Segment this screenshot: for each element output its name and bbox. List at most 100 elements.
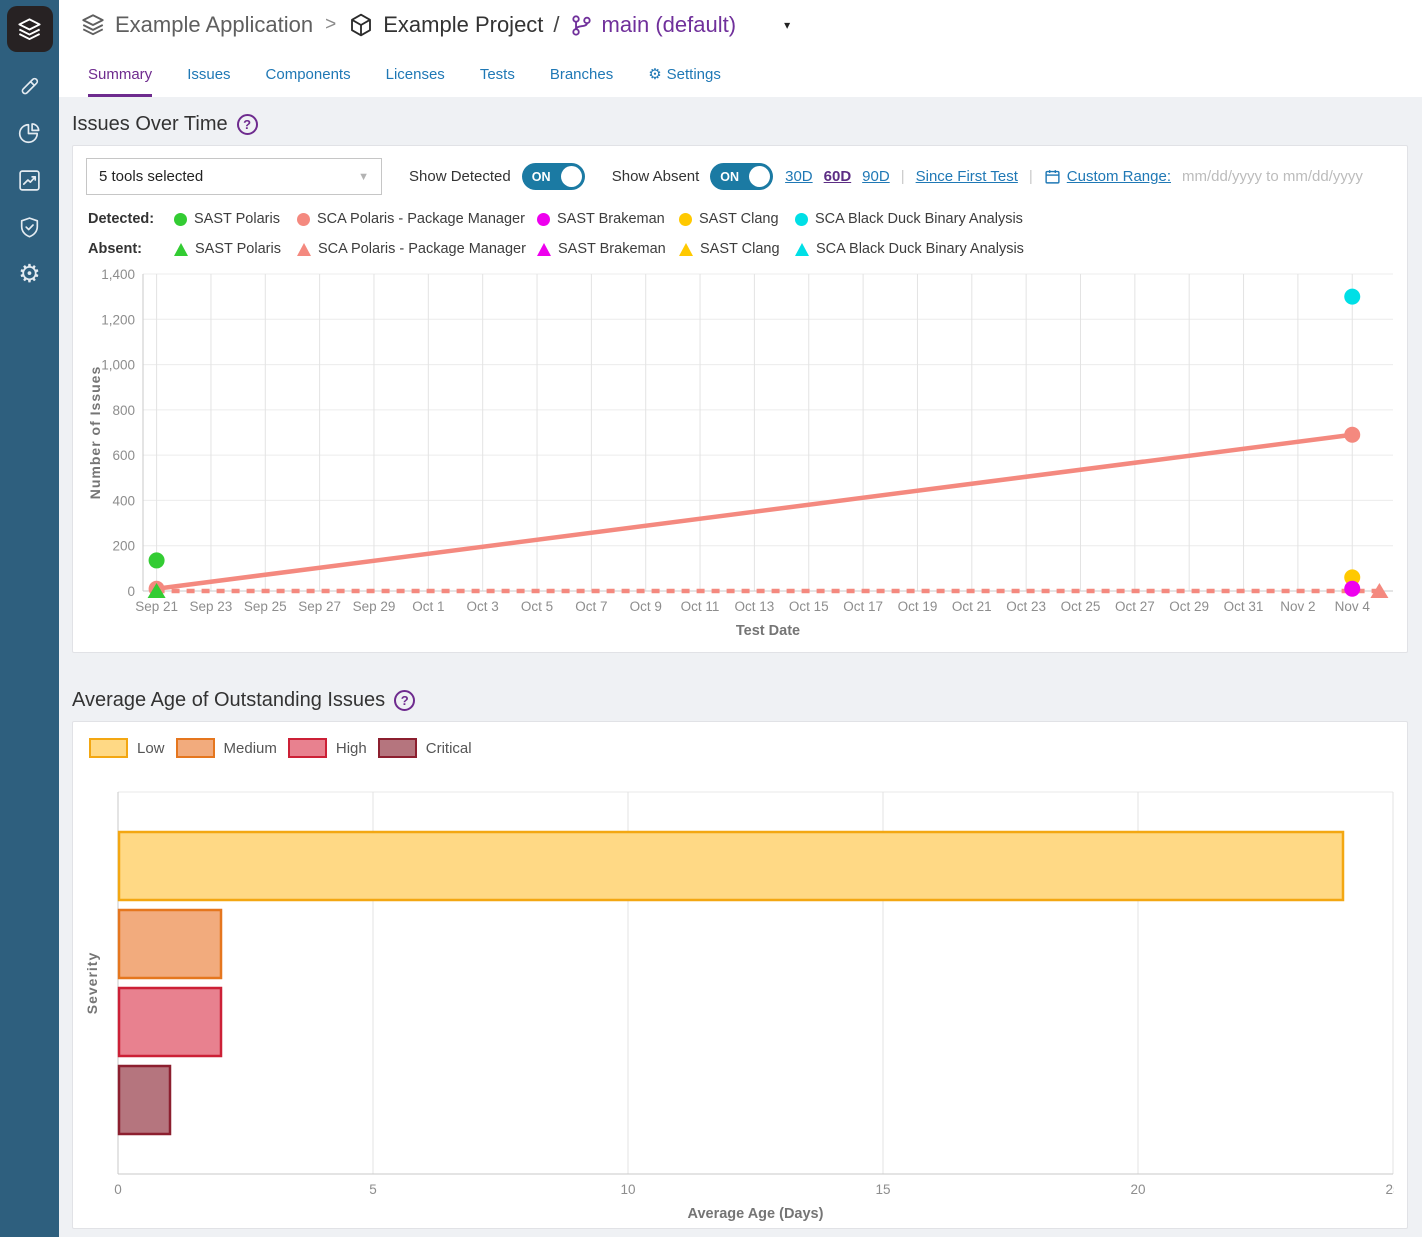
tab-licenses[interactable]: Licenses xyxy=(386,66,445,97)
breadcrumb-project[interactable]: Example Project xyxy=(348,12,543,38)
legend-item-absent-sca-polaris[interactable]: SCA Polaris - Package Manager xyxy=(297,241,537,257)
legend-item-detected-sast-clang[interactable]: SAST Clang xyxy=(679,211,795,227)
show-detected-label: Show Detected xyxy=(409,168,511,185)
legend-item-absent-sast-polaris[interactable]: SAST Polaris xyxy=(174,241,297,257)
swatch-icon xyxy=(288,738,327,758)
show-detected-toggle[interactable]: ON xyxy=(522,163,585,190)
breadcrumb-branch[interactable]: main (default) xyxy=(570,12,737,38)
y-tick-label: 600 xyxy=(112,448,135,463)
x-tick-label: 25 xyxy=(1385,1182,1394,1197)
x-tick-label: Sep 27 xyxy=(298,599,341,614)
since-first-test-link[interactable]: Since First Test xyxy=(916,168,1018,185)
legend-item-absent-sca-bdba[interactable]: SCA Black Duck Binary Analysis xyxy=(795,241,1394,257)
tab-settings[interactable]: ⚙Settings xyxy=(648,66,721,97)
legend-item-detected-sca-polaris[interactable]: SCA Polaris - Package Manager xyxy=(297,211,537,227)
data-point-circle[interactable] xyxy=(1344,427,1360,443)
triangle-marker-icon xyxy=(679,243,693,256)
tab-issues[interactable]: Issues xyxy=(187,66,230,97)
x-tick-label: Oct 15 xyxy=(789,599,829,614)
x-tick-label: 5 xyxy=(369,1182,377,1197)
breadcrumb-separator: > xyxy=(325,14,336,36)
triangle-marker-icon xyxy=(297,243,311,256)
y-axis-title: Number of Issues xyxy=(87,366,103,499)
tools-select-value: 5 tools selected xyxy=(99,168,203,185)
triangle-marker-icon xyxy=(795,243,809,256)
tab-summary[interactable]: Summary xyxy=(88,66,152,97)
x-tick-label: 20 xyxy=(1130,1182,1145,1197)
sidebar-item-trends[interactable] xyxy=(17,167,43,193)
range-60d-link[interactable]: 60D xyxy=(824,168,852,185)
legend-item-detected-sast-brakeman[interactable]: SAST Brakeman xyxy=(537,211,679,227)
date-range-links: 30D 60D 90D | Since First Test | Custom … xyxy=(785,168,1394,185)
tools-select[interactable]: 5 tools selected ▼ xyxy=(86,158,382,195)
range-30d-link[interactable]: 30D xyxy=(785,168,813,185)
bar-low[interactable] xyxy=(119,832,1343,900)
circle-marker-icon xyxy=(679,213,692,226)
y-tick-label: 0 xyxy=(127,584,135,599)
tab-branches[interactable]: Branches xyxy=(550,66,613,97)
x-tick-label: Oct 9 xyxy=(630,599,662,614)
tab-components[interactable]: Components xyxy=(266,66,351,97)
git-branch-icon xyxy=(570,14,593,37)
breadcrumb-application[interactable]: Example Application xyxy=(80,12,313,38)
x-tick-label: Oct 3 xyxy=(467,599,499,614)
tab-tests[interactable]: Tests xyxy=(480,66,515,97)
x-tick-label: Oct 13 xyxy=(735,599,775,614)
data-point-circle[interactable] xyxy=(1344,289,1360,305)
branch-dropdown-caret[interactable]: ▾ xyxy=(784,18,790,32)
sidebar-item-security[interactable] xyxy=(17,214,43,240)
tab-bar: Summary Issues Components Licenses Tests… xyxy=(59,50,1422,97)
x-tick-label: 10 xyxy=(620,1182,635,1197)
page-header: Example Application > Example Project / … xyxy=(59,0,1422,97)
app-root: ⚙ Example Application > Example Project xyxy=(0,0,1422,1237)
help-icon[interactable]: ? xyxy=(237,114,258,135)
legend-item-critical[interactable]: Critical xyxy=(378,738,472,758)
legend-item-absent-sast-brakeman[interactable]: SAST Brakeman xyxy=(537,241,679,257)
swatch-icon xyxy=(89,738,128,758)
sidebar-item-reports[interactable] xyxy=(17,120,43,146)
legend-item-high[interactable]: High xyxy=(288,738,367,758)
avg-age-header: Average Age of Outstanding Issues ? xyxy=(72,681,1408,721)
legend-item-absent-sast-clang[interactable]: SAST Clang xyxy=(679,241,795,257)
x-tick-label: Oct 27 xyxy=(1115,599,1155,614)
y-tick-label: 1,200 xyxy=(101,312,135,327)
legend-item-medium[interactable]: Medium xyxy=(176,738,277,758)
x-tick-label: Oct 17 xyxy=(843,599,883,614)
issues-over-time-card: 5 tools selected ▼ Show Detected ON Show… xyxy=(72,145,1408,653)
layers-icon xyxy=(16,16,43,43)
gear-icon: ⚙ xyxy=(18,262,40,287)
legend-item-detected-sca-bdba[interactable]: SCA Black Duck Binary Analysis xyxy=(795,211,1394,227)
content-area: Issues Over Time ? 5 tools selected ▼ Sh… xyxy=(59,97,1422,1237)
custom-range-input[interactable] xyxy=(1182,168,1394,185)
sidebar-item-tests[interactable] xyxy=(17,73,43,99)
bar-high[interactable] xyxy=(119,988,221,1056)
x-tick-label: Nov 2 xyxy=(1280,599,1315,614)
circle-marker-icon xyxy=(795,213,808,226)
range-90d-link[interactable]: 90D xyxy=(862,168,890,185)
branch-name: main (default) xyxy=(602,12,737,38)
legend-item-detected-sast-polaris[interactable]: SAST Polaris xyxy=(174,211,297,227)
sidebar-logo-layers[interactable] xyxy=(7,6,53,52)
shield-check-icon xyxy=(17,215,42,240)
help-icon[interactable]: ? xyxy=(394,690,415,711)
breadcrumb-slash: / xyxy=(553,12,559,38)
bar-critical[interactable] xyxy=(119,1066,170,1134)
x-tick-label: Sep 21 xyxy=(135,599,178,614)
gear-icon: ⚙ xyxy=(648,67,661,82)
sidebar-item-settings[interactable]: ⚙ xyxy=(17,261,43,287)
data-point-circle[interactable] xyxy=(149,552,165,568)
triangle-marker-icon xyxy=(537,243,551,256)
swatch-icon xyxy=(378,738,417,758)
custom-range-link[interactable]: Custom Range: xyxy=(1067,168,1171,185)
data-point-circle[interactable] xyxy=(1344,581,1360,597)
x-tick-label: Oct 11 xyxy=(681,599,720,614)
x-tick-label: Oct 23 xyxy=(1006,599,1046,614)
avg-age-title: Average Age of Outstanding Issues xyxy=(72,689,385,712)
layers-icon xyxy=(80,12,106,38)
show-absent-toggle[interactable]: ON xyxy=(710,163,773,190)
bar-medium[interactable] xyxy=(119,910,221,978)
legend-item-low[interactable]: Low xyxy=(89,738,165,758)
avg-age-chart: 0510152025SeverityAverage Age (Days) xyxy=(86,772,1394,1222)
x-tick-label: 0 xyxy=(114,1182,122,1197)
x-axis-title: Test Date xyxy=(736,623,800,639)
